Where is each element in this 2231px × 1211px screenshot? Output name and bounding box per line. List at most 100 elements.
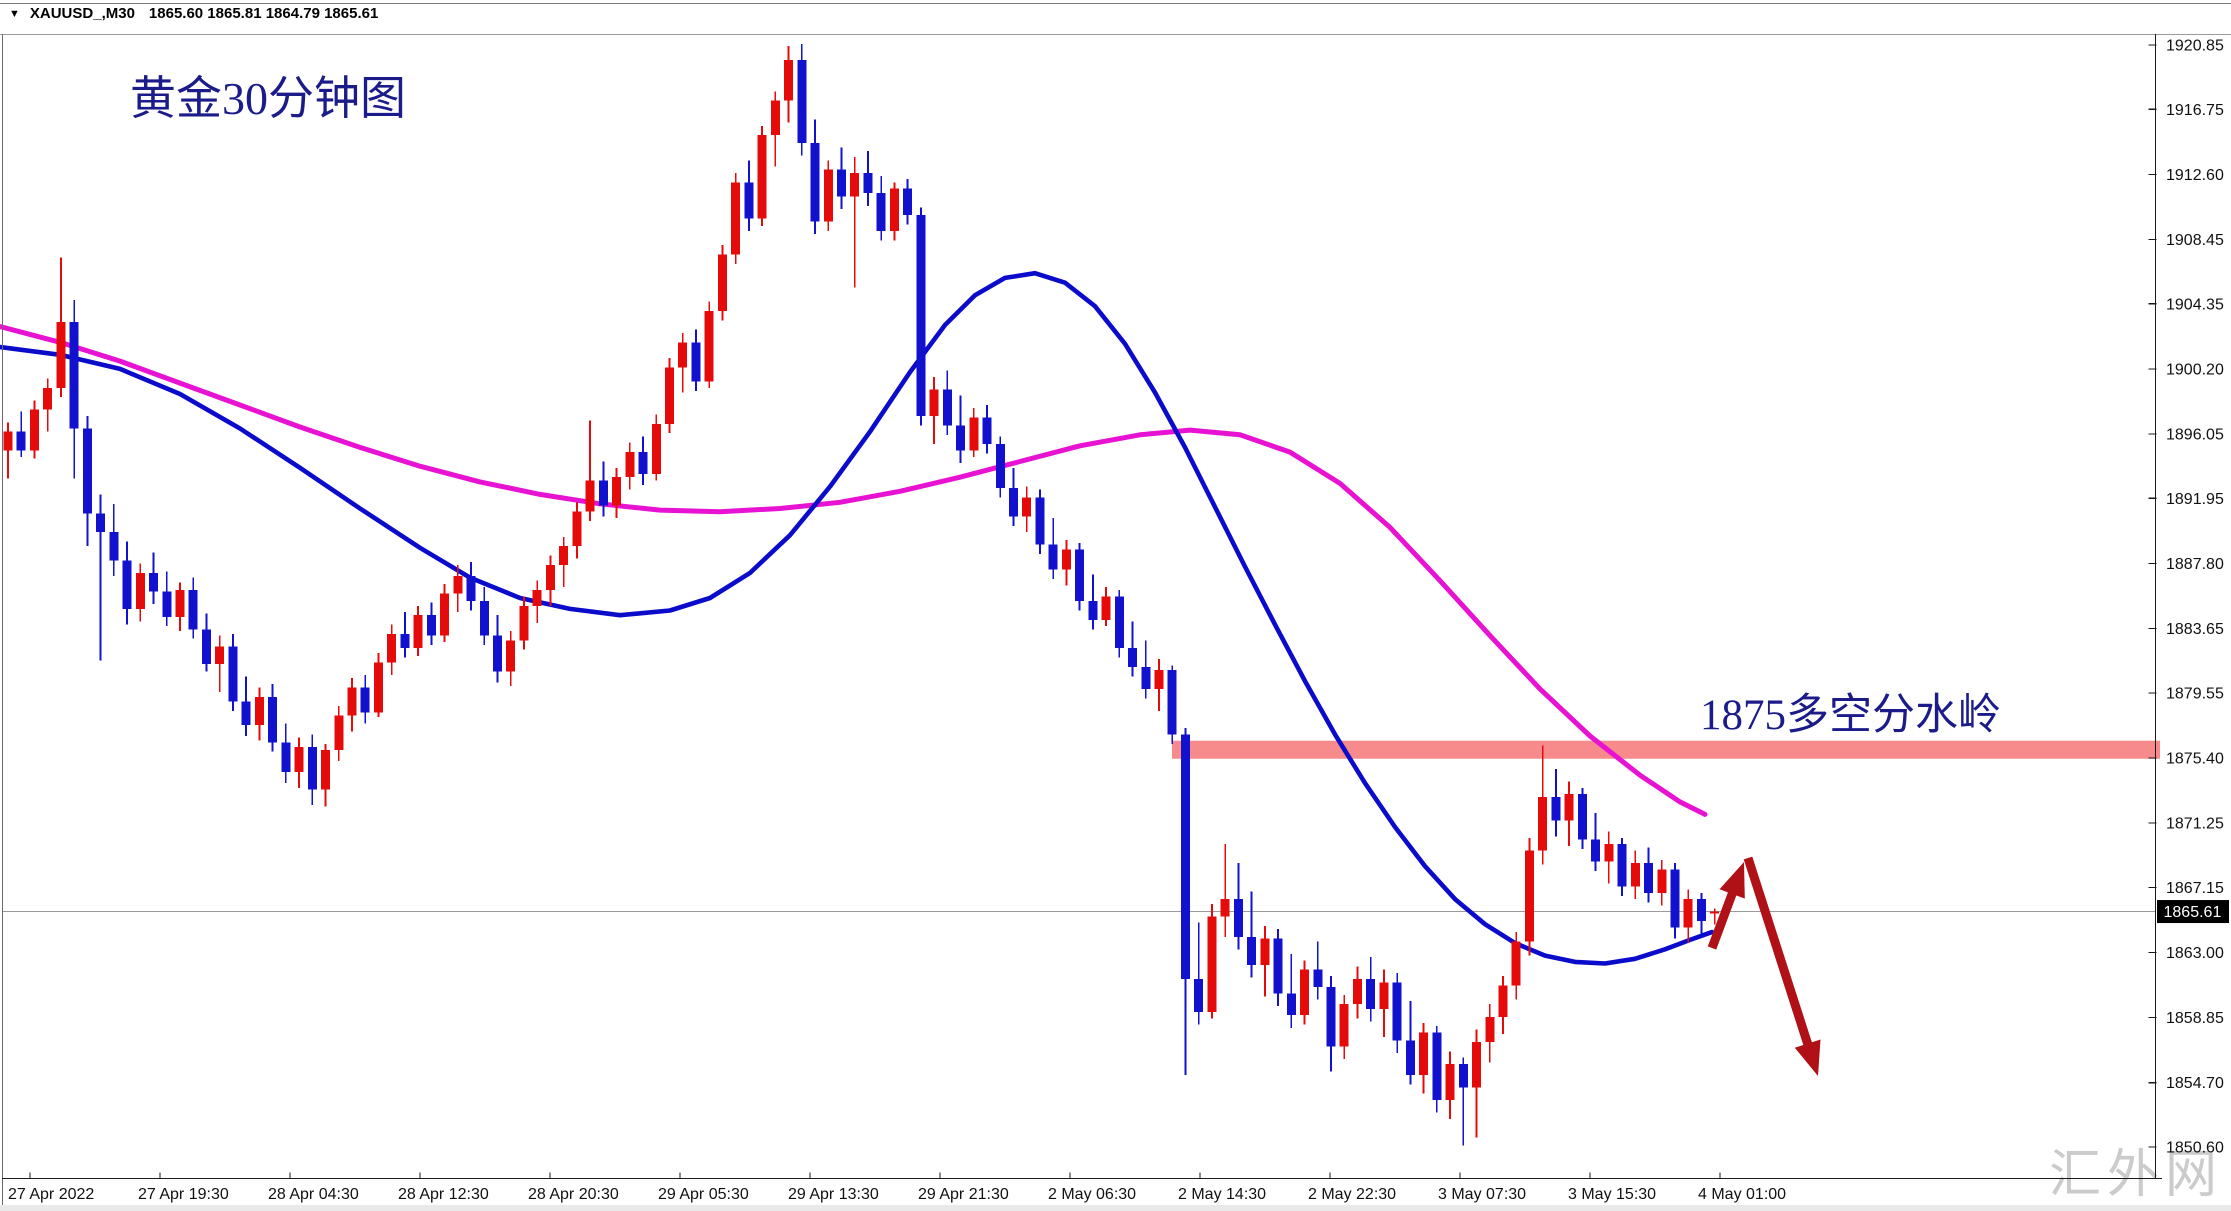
candle-body — [638, 452, 648, 475]
candle-body — [175, 590, 185, 617]
candle-body — [1419, 1032, 1429, 1075]
time-axis-label: 27 Apr 2022 — [8, 1186, 94, 1203]
candle-body — [1247, 936, 1257, 966]
resistance-band[interactable] — [1172, 740, 2160, 759]
candle-body — [1524, 850, 1534, 942]
candle-body — [321, 750, 331, 790]
price-axis-label: 1916.75 — [2166, 102, 2224, 119]
price-axis-label: 1858.85 — [2166, 1010, 2224, 1027]
candle-body — [426, 615, 436, 636]
candle-body — [307, 746, 317, 790]
candle-body — [1300, 969, 1310, 1016]
candle-body — [1604, 844, 1614, 862]
candle-body — [466, 575, 476, 602]
candle-body — [201, 629, 211, 664]
candle-body — [717, 254, 727, 311]
ma-fast-line[interactable] — [0, 270, 1715, 966]
candle-body — [1101, 596, 1111, 620]
candle-body — [1260, 938, 1270, 966]
candle-body — [665, 367, 674, 424]
time-axis-label: 27 Apr 19:30 — [138, 1186, 229, 1203]
candle-body — [373, 662, 383, 713]
candle-body — [16, 431, 26, 451]
time-axis-label: 28 Apr 04:30 — [268, 1186, 359, 1203]
candle-body — [784, 59, 794, 101]
candle-body — [294, 746, 304, 773]
annotation-resistance-1875-label[interactable]: 1875多空分水岭 — [1700, 692, 2001, 739]
time-axis-label: 29 Apr 21:30 — [918, 1186, 1009, 1203]
trend-arrow-down[interactable] — [1743, 856, 1821, 1076]
chart-title-bar: ▼ XAUUSD_,M30 1865.60 1865.81 1864.79 18… — [9, 5, 378, 22]
price-axis-label: 1883.65 — [2166, 621, 2224, 638]
symbol-dropdown-icon[interactable]: ▼ — [9, 7, 20, 20]
ma-slow-line[interactable] — [0, 324, 1708, 817]
candle-body — [135, 572, 145, 609]
candle-body — [96, 513, 106, 533]
candle-body — [1114, 596, 1124, 649]
trend-arrow-up[interactable] — [1707, 862, 1745, 950]
candle-body — [1617, 844, 1627, 887]
candle-body — [1670, 869, 1680, 928]
current-price-box: 1865.61 — [2157, 900, 2229, 924]
time-axis-label: 4 May 01:00 — [1698, 1186, 1786, 1203]
candle-body — [1683, 899, 1693, 928]
candle-body — [929, 389, 939, 416]
price-axis-label: 1891.95 — [2166, 491, 2224, 508]
candle-body — [1220, 899, 1230, 917]
candle-body — [731, 182, 741, 255]
time-axis-label: 3 May 07:30 — [1438, 1186, 1526, 1203]
candle-body — [254, 696, 264, 726]
candle-body — [1180, 734, 1190, 980]
candle-body — [3, 431, 13, 451]
candle-body — [1286, 993, 1296, 1016]
candle-body — [43, 387, 53, 410]
price-axis-label: 1854.70 — [2166, 1075, 2224, 1092]
price-axis[interactable]: 1920.85 1916.75 1912.60 1908.45 1904.35 1900.… — [2148, 34, 2224, 1179]
candle-body — [1339, 1004, 1349, 1047]
candle-body — [479, 601, 489, 636]
candle-body — [281, 742, 291, 773]
window-frame — [0, 3, 2231, 1211]
candle-body — [1326, 986, 1336, 1047]
candle-body — [1511, 941, 1521, 986]
time-axis-label: 2 May 14:30 — [1178, 1186, 1266, 1203]
price-axis-label: 1904.35 — [2166, 296, 2224, 313]
time-axis[interactable]: 27 Apr 2022 27 Apr 19:30 28 Apr 04:30 28 Ap… — [2, 1172, 2162, 1204]
candle-body — [1472, 1041, 1482, 1088]
time-axis-label: 28 Apr 20:30 — [528, 1186, 619, 1203]
candle-body — [360, 687, 370, 713]
candle-body — [559, 546, 569, 566]
annotation-gold-30min-label[interactable]: 黄金30分钟图 — [130, 73, 406, 124]
candle-body — [836, 169, 846, 197]
candle-body — [612, 477, 622, 506]
candle-body — [1696, 899, 1706, 922]
candle-body — [1088, 601, 1098, 620]
candle-body — [651, 423, 661, 475]
price-axis-label: 1863.00 — [2166, 945, 2224, 962]
candle-body — [1445, 1063, 1455, 1100]
candle-body — [1061, 549, 1071, 570]
arrowhead — [1794, 1039, 1821, 1076]
candle-body — [678, 342, 688, 368]
candle-body — [1141, 666, 1151, 689]
candle-body — [334, 715, 344, 751]
candle-body — [916, 215, 926, 416]
candle-body — [82, 428, 92, 514]
time-axis-label: 29 Apr 13:30 — [788, 1186, 879, 1203]
candle-body — [876, 193, 886, 231]
candle-body — [889, 188, 899, 231]
time-axis-label: 29 Apr 05:30 — [658, 1186, 749, 1203]
candle-body — [1048, 544, 1058, 570]
candle-body — [241, 701, 251, 726]
candle-body — [1022, 497, 1032, 517]
candlestick-layer[interactable] — [3, 44, 1720, 1146]
candle-body — [1458, 1063, 1468, 1088]
candle-body — [810, 143, 820, 222]
price-axis-label: 1920.85 — [2166, 38, 2224, 55]
time-axis-label: 2 May 22:30 — [1308, 1186, 1396, 1203]
candle-body — [1498, 985, 1508, 1017]
candle-body — [691, 342, 701, 382]
candle-body — [704, 310, 714, 382]
